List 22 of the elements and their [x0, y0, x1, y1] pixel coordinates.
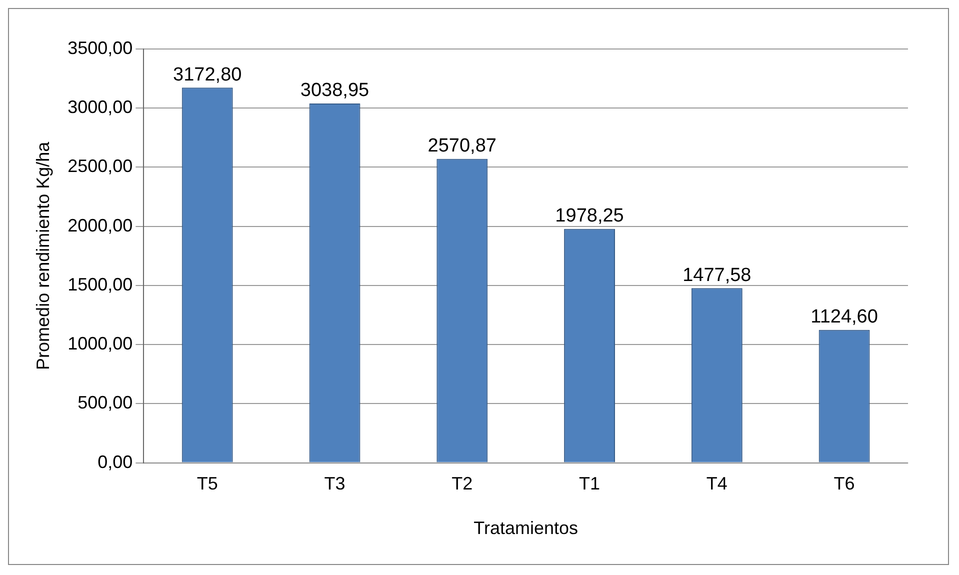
data-label: 3038,95 — [300, 80, 370, 102]
data-label: 3172,80 — [173, 64, 242, 86]
y-tick-label: 3000,00 — [68, 97, 133, 118]
x-tick-label: T4 — [706, 474, 728, 494]
x-tick-label: T3 — [324, 474, 346, 494]
y-tick-label: 2500,00 — [68, 156, 133, 176]
data-label: 1477,58 — [682, 264, 752, 286]
y-axis-title: Promedio rendimiento Kg/ha — [32, 140, 53, 370]
y-tick-label: 1500,00 — [68, 274, 133, 294]
x-axis-title: Tratamientos — [474, 518, 578, 538]
x-tick-label: T1 — [579, 474, 600, 494]
y-tick-label: 2000,00 — [68, 215, 133, 236]
y-tick-label: 500,00 — [78, 392, 133, 413]
y-tick-label: 0,00 — [98, 452, 133, 472]
x-tick-label: T2 — [452, 474, 473, 494]
data-label: 2570,87 — [428, 136, 496, 157]
data-label: 1124,60 — [810, 306, 878, 328]
x-tick-label: T6 — [834, 474, 855, 494]
y-tick-label: 3500,00 — [68, 38, 133, 58]
y-tick-label: 1000,00 — [68, 334, 133, 354]
data-label: 1978,25 — [555, 206, 624, 227]
x-tick-label: T5 — [196, 474, 218, 494]
